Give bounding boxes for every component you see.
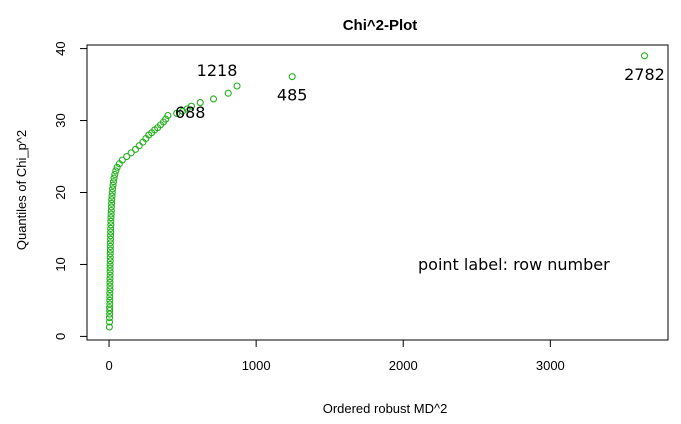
data-point bbox=[105, 318, 114, 326]
data-point bbox=[107, 228, 115, 236]
data-point bbox=[209, 95, 218, 103]
data-point bbox=[106, 235, 115, 243]
data-point bbox=[107, 217, 115, 225]
data-point bbox=[164, 111, 172, 120]
data-point bbox=[106, 264, 114, 272]
data-point bbox=[108, 188, 116, 197]
data-point bbox=[118, 156, 126, 164]
data-point bbox=[106, 304, 114, 312]
data-point bbox=[288, 73, 296, 81]
data-point bbox=[131, 145, 140, 153]
point-label: 485 bbox=[277, 86, 308, 105]
data-point bbox=[106, 268, 114, 276]
x-tick-label: 1000 bbox=[242, 358, 271, 373]
point-label: 688 bbox=[175, 103, 206, 122]
data-point bbox=[196, 99, 204, 107]
data-point bbox=[106, 278, 114, 286]
y-tick-label: 20 bbox=[53, 185, 68, 199]
x-tick-label: 2000 bbox=[389, 358, 418, 373]
data-point bbox=[110, 174, 118, 182]
data-point bbox=[107, 206, 115, 215]
y-axis: 0 10 20 30 40 bbox=[53, 41, 87, 340]
data-point bbox=[173, 109, 181, 117]
x-tick-label: 3000 bbox=[536, 358, 565, 373]
data-point bbox=[107, 214, 115, 222]
y-tick-label: 0 bbox=[53, 333, 68, 340]
data-point bbox=[109, 181, 117, 189]
data-point bbox=[233, 82, 241, 90]
data-point bbox=[106, 239, 114, 247]
point-labels: 2782 485 1218 688 bbox=[175, 61, 665, 122]
data-point bbox=[106, 296, 114, 304]
data-point bbox=[106, 260, 114, 269]
data-point bbox=[106, 300, 114, 308]
data-point bbox=[107, 203, 115, 211]
x-tick-label: 0 bbox=[105, 358, 112, 373]
data-point bbox=[111, 170, 119, 179]
y-tick-label: 30 bbox=[53, 113, 68, 127]
data-point bbox=[106, 246, 114, 254]
data-point bbox=[640, 52, 649, 60]
data-point bbox=[106, 253, 114, 261]
data-point bbox=[106, 271, 114, 279]
point-label: 1218 bbox=[197, 61, 238, 80]
chart-title: Chi^2-Plot bbox=[343, 17, 418, 34]
data-point bbox=[113, 163, 121, 171]
data-point bbox=[127, 149, 135, 157]
data-points bbox=[105, 52, 649, 331]
data-point bbox=[224, 89, 232, 97]
data-point bbox=[106, 275, 114, 283]
data-point bbox=[106, 250, 114, 258]
data-point bbox=[112, 167, 120, 175]
data-point bbox=[106, 293, 114, 301]
data-point bbox=[106, 286, 114, 294]
data-point bbox=[108, 196, 116, 204]
chart-annotation: point label: row number bbox=[418, 255, 610, 274]
point-label: 2782 bbox=[624, 65, 665, 84]
data-point bbox=[109, 185, 117, 193]
data-point bbox=[107, 224, 115, 233]
y-axis-label: Quantiles of Chi_p^2 bbox=[14, 130, 29, 250]
data-point bbox=[108, 199, 116, 207]
data-point bbox=[106, 257, 114, 265]
data-point bbox=[107, 210, 115, 218]
data-point bbox=[105, 314, 114, 322]
y-tick-label: 10 bbox=[53, 257, 68, 271]
data-point bbox=[106, 232, 115, 240]
x-axis: 0 1000 2000 3000 bbox=[105, 340, 565, 373]
data-point bbox=[106, 242, 114, 251]
y-tick-label: 40 bbox=[53, 41, 68, 55]
plot-frame bbox=[86, 44, 669, 341]
data-point bbox=[109, 178, 118, 186]
data-point bbox=[123, 152, 131, 161]
data-point bbox=[106, 289, 114, 297]
data-point bbox=[107, 221, 115, 229]
data-point bbox=[105, 323, 113, 331]
x-axis-label: Ordered robust MD^2 bbox=[323, 401, 448, 416]
data-point bbox=[135, 142, 143, 150]
data-point bbox=[106, 282, 114, 290]
data-point bbox=[162, 115, 170, 123]
data-point bbox=[187, 102, 195, 110]
data-point bbox=[108, 192, 116, 200]
